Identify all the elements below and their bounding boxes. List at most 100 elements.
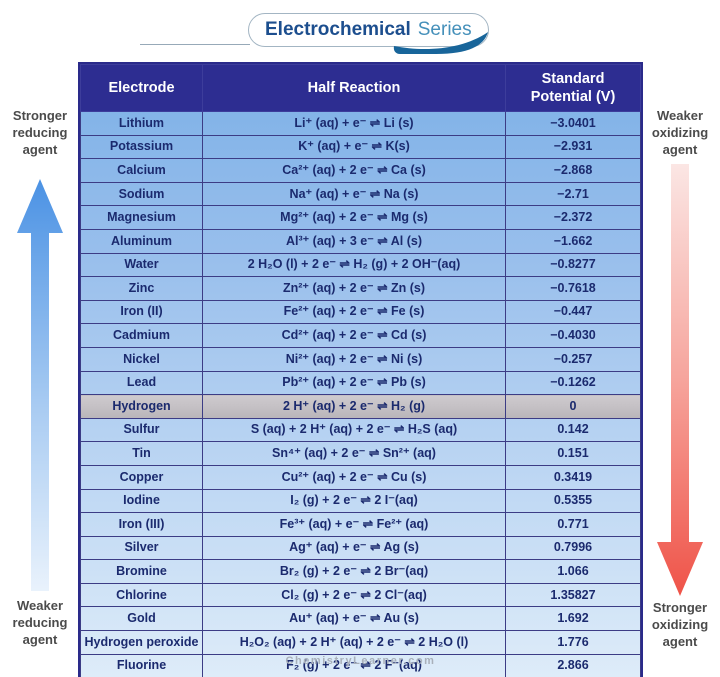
half-reaction-cell: I₂ (g) + 2 e⁻ ⇌ 2 I⁻(aq) — [202, 488, 506, 514]
potential-cell: 2.866 — [505, 653, 641, 677]
half-reaction-cell: Ca²⁺ (aq) + 2 e⁻ ⇌ Ca (s) — [202, 158, 506, 183]
table-row: Iron (III) Fe³⁺ (aq) + e⁻ ⇌ Fe²⁺ (aq) 0.77… — [80, 512, 641, 537]
table-row: Chlorine Cl₂ (g) + 2 e⁻ ⇌ 2 Cl⁻(aq) 1.3582… — [80, 582, 641, 608]
half-reaction-cell: Sn⁴⁺ (aq) + 2 e⁻ ⇌ Sn²⁺ (aq) — [202, 441, 506, 466]
electrode-cell: Bromine — [80, 559, 203, 584]
half-reaction-cell: Fe³⁺ (aq) + e⁻ ⇌ Fe²⁺ (aq) — [202, 512, 506, 537]
table-row: Fluorine F₂ (g) + 2 e⁻ ⇌ 2 F⁻(aq) 2.866 — [80, 653, 641, 677]
table-row: Hydrogen 2 H⁺ (aq) + 2 e⁻ ⇌ H₂ (g) 0 — [80, 394, 641, 419]
label-stronger-oxidizing-agent: Stronger oxidizing agent — [651, 600, 709, 649]
table-row: Sodium Na⁺ (aq) + e⁻ ⇌ Na (s) −2.71 — [80, 181, 641, 207]
electrode-cell: Chlorine — [80, 582, 203, 608]
electrode-cell: Tin — [80, 441, 203, 466]
table-row: Sulfur S (aq) + 2 H⁺ (aq) + 2 e⁻ ⇌ H₂S (a… — [80, 417, 641, 443]
title-text-series: Series — [417, 19, 472, 40]
half-reaction-cell: K⁺ (aq) + e⁻ ⇌ K(s) — [202, 134, 506, 160]
source-credit: ChemistryLearner.com — [285, 655, 436, 667]
electrode-cell: Iron (III) — [80, 512, 203, 537]
half-reaction-cell: Br₂ (g) + 2 e⁻ ⇌ 2 Br⁻(aq) — [202, 559, 506, 584]
half-reaction-cell: Cd²⁺ (aq) + 2 e⁻ ⇌ Cd (s) — [202, 323, 506, 348]
electrode-cell: Lithium — [80, 111, 203, 136]
electrode-cell: Zinc — [80, 276, 203, 301]
electrode-cell: Calcium — [80, 158, 203, 183]
potential-cell: 0.7996 — [505, 535, 641, 561]
potential-cell: −2.931 — [505, 134, 641, 160]
potential-cell: 0.771 — [505, 512, 641, 537]
half-reaction-cell: 2 H⁺ (aq) + 2 e⁻ ⇌ H₂ (g) — [202, 394, 506, 419]
table-row: Potassium K⁺ (aq) + e⁻ ⇌ K(s) −2.931 — [80, 134, 641, 160]
table-row: Zinc Zn²⁺ (aq) + 2 e⁻ ⇌ Zn (s) −0.7618 — [80, 276, 641, 301]
half-reaction-cell: 2 H₂O (l) + 2 e⁻ ⇌ H₂ (g) + 2 OH⁻(aq) — [202, 252, 506, 278]
half-reaction-cell: Cu²⁺ (aq) + 2 e⁻ ⇌ Cu (s) — [202, 464, 506, 490]
reducing-strength-arrow-up-icon — [17, 179, 63, 591]
half-reaction-cell: Cl₂ (g) + 2 e⁻ ⇌ 2 Cl⁻(aq) — [202, 582, 506, 608]
table-row: Iodine I₂ (g) + 2 e⁻ ⇌ 2 I⁻(aq) 0.5355 — [80, 488, 641, 514]
half-reaction-cell: Au⁺ (aq) + e⁻ ⇌ Au (s) — [202, 606, 506, 632]
label-stronger-reducing-agent: Stronger reducing agent — [12, 108, 68, 157]
table-row: Bromine Br₂ (g) + 2 e⁻ ⇌ 2 Br⁻(aq) 1.066 — [80, 559, 641, 584]
potential-cell: 0.142 — [505, 417, 641, 443]
half-reaction-cell: Al³⁺ (aq) + 3 e⁻ ⇌ Al (s) — [202, 228, 506, 254]
table-row: Lead Pb²⁺ (aq) + 2 e⁻ ⇌ Pb (s) −0.1262 — [80, 370, 641, 396]
potential-cell: 0.151 — [505, 441, 641, 466]
header-electrode: Electrode — [80, 64, 203, 112]
half-reaction-cell: Pb²⁺ (aq) + 2 e⁻ ⇌ Pb (s) — [202, 370, 506, 396]
label-weaker-reducing-agent: Weaker reducing agent — [12, 598, 68, 647]
table-row: Calcium Ca²⁺ (aq) + 2 e⁻ ⇌ Ca (s) −2.868 — [80, 158, 641, 183]
electrode-cell: Aluminum — [80, 228, 203, 254]
half-reaction-cell: S (aq) + 2 H⁺ (aq) + 2 e⁻ ⇌ H₂S (aq) — [202, 417, 506, 443]
table-row: Nickel Ni²⁺ (aq) + 2 e⁻ ⇌ Ni (s) −0.257 — [80, 346, 641, 372]
half-reaction-cell: Ni²⁺ (aq) + 2 e⁻ ⇌ Ni (s) — [202, 346, 506, 372]
electrode-cell: Hydrogen — [80, 394, 203, 419]
potential-cell: −1.662 — [505, 228, 641, 254]
potential-cell: 0.3419 — [505, 464, 641, 490]
half-reaction-cell: Li⁺ (aq) + e⁻ ⇌ Li (s) — [202, 111, 506, 136]
title-underline — [140, 44, 250, 45]
electrode-cell: Nickel — [80, 346, 203, 372]
table-row: Water 2 H₂O (l) + 2 e⁻ ⇌ H₂ (g) + 2 OH⁻(a… — [80, 252, 641, 278]
table-row: Cadmium Cd²⁺ (aq) + 2 e⁻ ⇌ Cd (s) −0.4030 — [80, 323, 641, 348]
potential-cell: −0.1262 — [505, 370, 641, 396]
potential-cell: −3.0401 — [505, 111, 641, 136]
potential-cell: −2.71 — [505, 181, 641, 207]
electrode-cell: Sulfur — [80, 417, 203, 443]
electrode-cell: Magnesium — [80, 205, 203, 230]
potential-cell: 0.5355 — [505, 488, 641, 514]
table-row: Silver Ag⁺ (aq) + e⁻ ⇌ Ag (s) 0.7996 — [80, 535, 641, 561]
potential-cell: −0.8277 — [505, 252, 641, 278]
half-reaction-cell: Mg²⁺ (aq) + 2 e⁻ ⇌ Mg (s) — [202, 205, 506, 230]
electrode-cell: Water — [80, 252, 203, 278]
table-row: Aluminum Al³⁺ (aq) + 3 e⁻ ⇌ Al (s) −1.662 — [80, 228, 641, 254]
half-reaction-cell: F₂ (g) + 2 e⁻ ⇌ 2 F⁻(aq) — [202, 653, 506, 677]
potential-cell: −0.257 — [505, 346, 641, 372]
half-reaction-cell: Ag⁺ (aq) + e⁻ ⇌ Ag (s) — [202, 535, 506, 561]
table-row: Hydrogen peroxide H₂O₂ (aq) + 2 H⁺ (aq) +… — [80, 630, 641, 655]
half-reaction-cell: Fe²⁺ (aq) + 2 e⁻ ⇌ Fe (s) — [202, 299, 506, 325]
electrode-cell: Cadmium — [80, 323, 203, 348]
potential-cell: −0.7618 — [505, 276, 641, 301]
electrode-cell: Fluorine — [80, 653, 203, 677]
title-swoosh-decoration — [393, 32, 488, 54]
half-reaction-cell: Na⁺ (aq) + e⁻ ⇌ Na (s) — [202, 181, 506, 207]
potential-cell: 0 — [505, 394, 641, 419]
potential-cell: 1.35827 — [505, 582, 641, 608]
table-body: Lithium Li⁺ (aq) + e⁻ ⇌ Li (s) −3.0401 Pota… — [80, 111, 641, 677]
electrode-cell: Potassium — [80, 134, 203, 160]
page-title: Electrochemical Series — [248, 13, 489, 54]
electrochemical-series-table: Electrode Half Reaction Standard Potenti… — [78, 62, 643, 677]
potential-cell: 1.692 — [505, 606, 641, 632]
potential-cell: −2.372 — [505, 205, 641, 230]
electrode-cell: Hydrogen peroxide — [80, 630, 203, 655]
header-half-reaction: Half Reaction — [202, 64, 506, 112]
potential-cell: −2.868 — [505, 158, 641, 183]
potential-cell: 1.776 — [505, 630, 641, 655]
table-row: Magnesium Mg²⁺ (aq) + 2 e⁻ ⇌ Mg (s) −2.372 — [80, 205, 641, 230]
potential-cell: 1.066 — [505, 559, 641, 584]
title-text-electrochemical: Electrochemical — [265, 19, 411, 40]
half-reaction-cell: Zn²⁺ (aq) + 2 e⁻ ⇌ Zn (s) — [202, 276, 506, 301]
electrode-cell: Sodium — [80, 181, 203, 207]
electrode-cell: Silver — [80, 535, 203, 561]
potential-cell: −0.447 — [505, 299, 641, 325]
electrode-cell: Lead — [80, 370, 203, 396]
